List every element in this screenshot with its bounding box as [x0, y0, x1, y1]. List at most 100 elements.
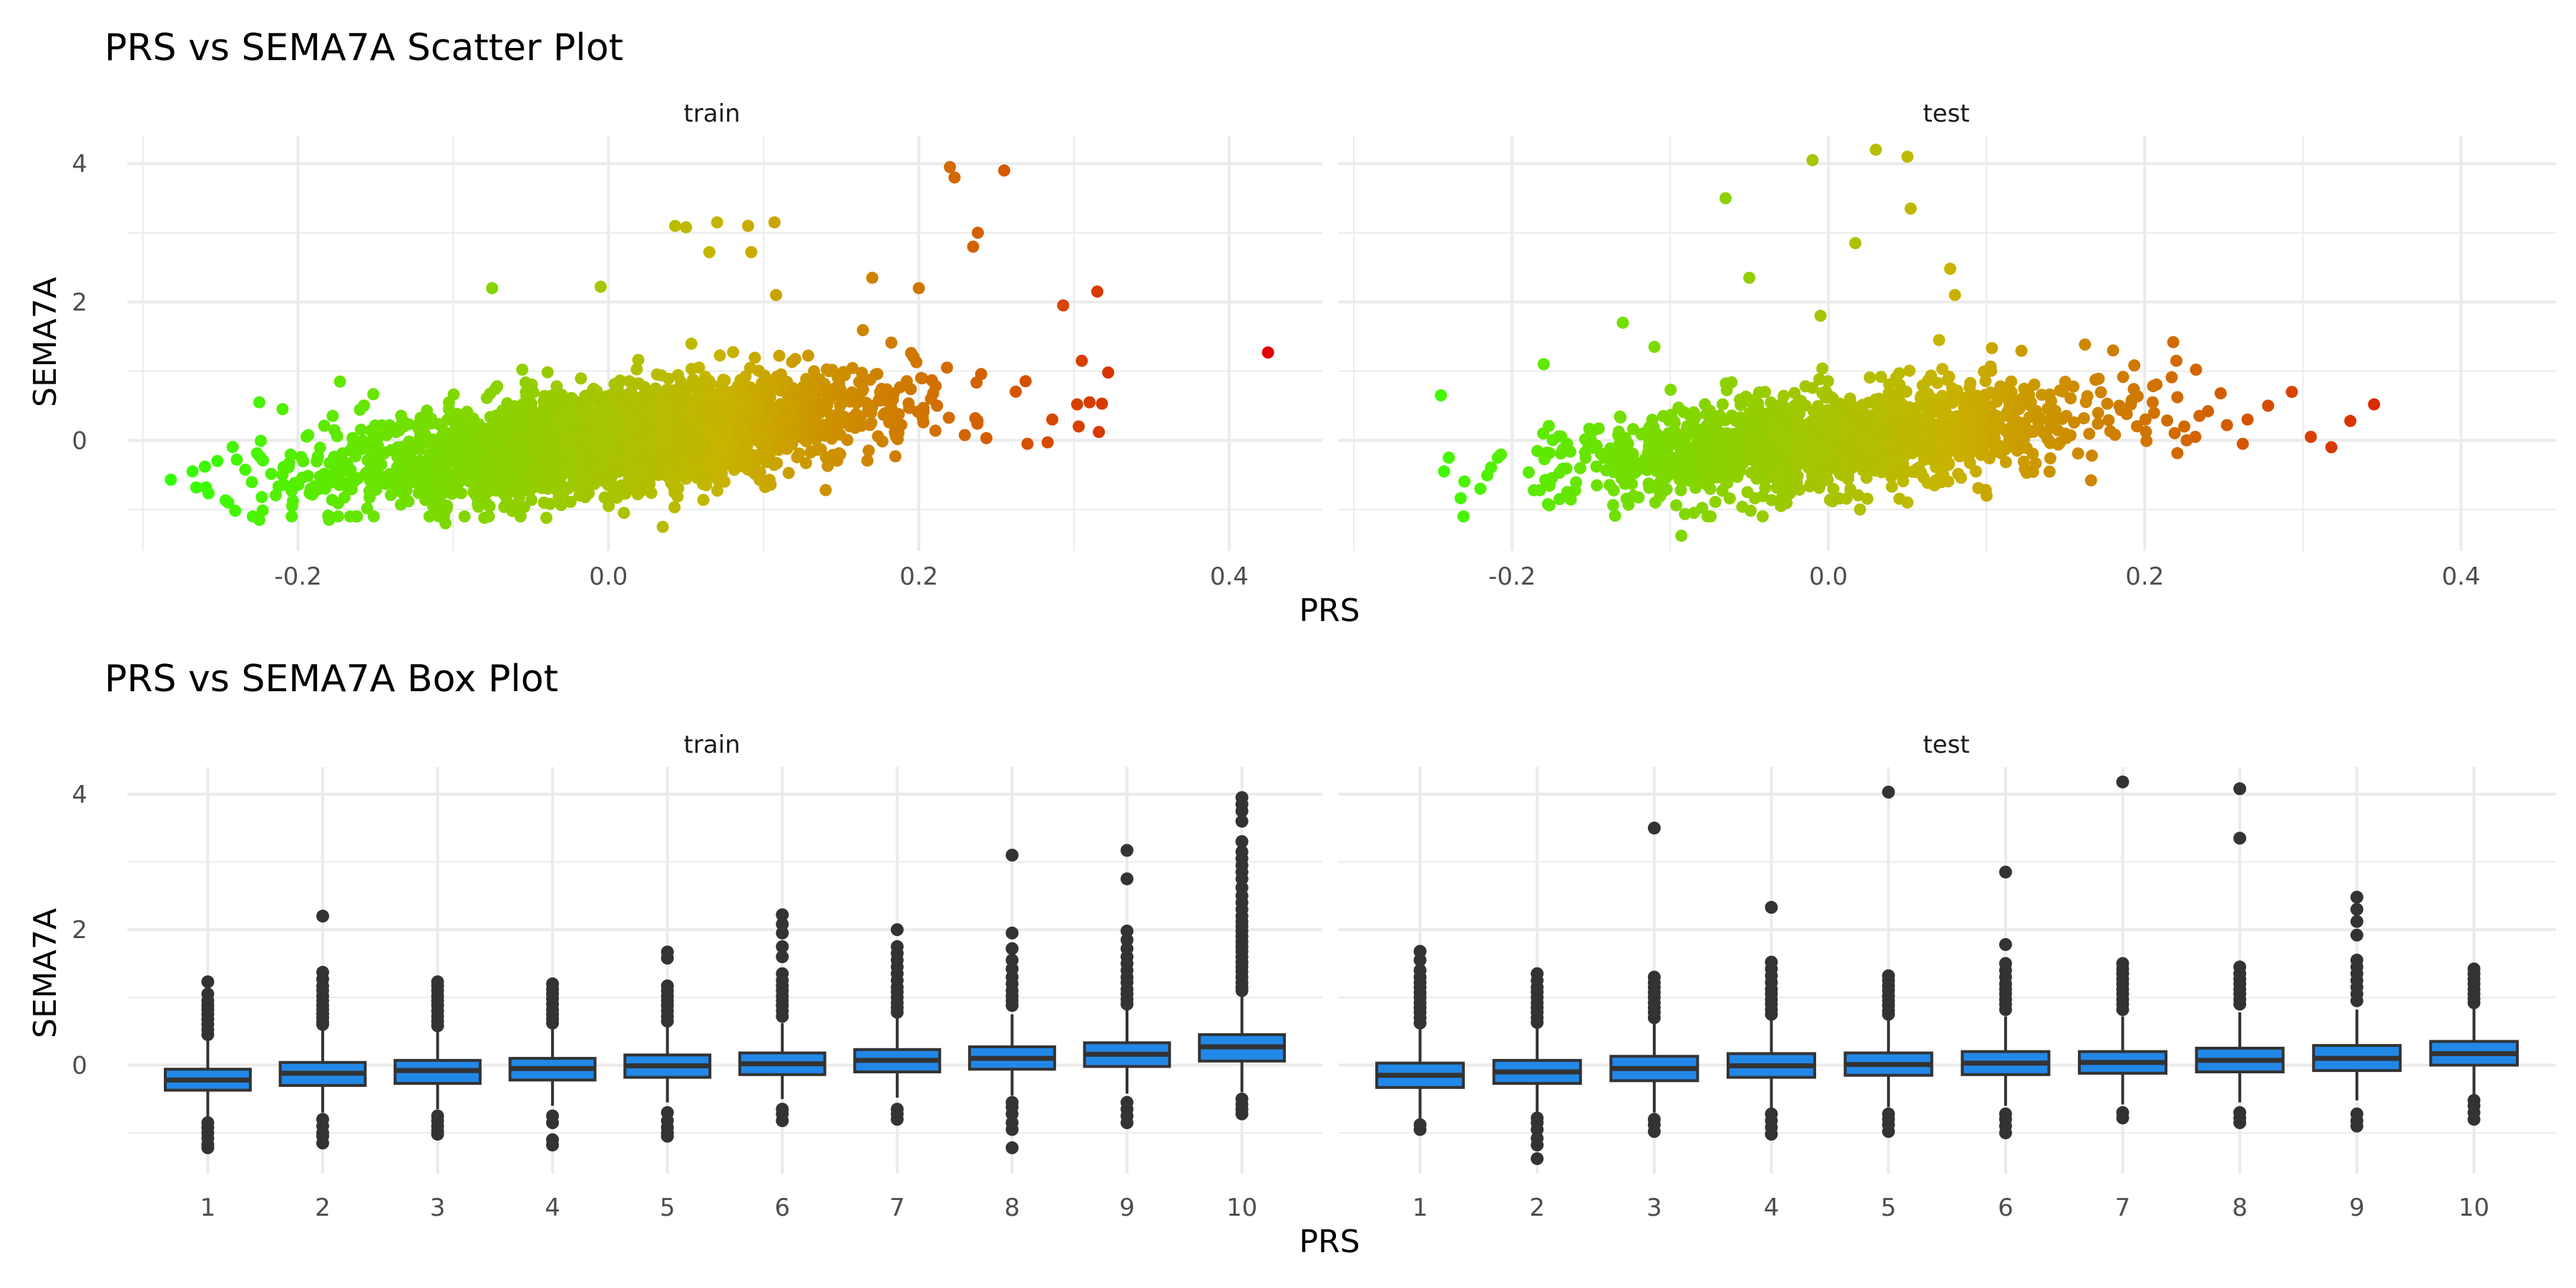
scatter-point	[718, 475, 731, 488]
scatter-point	[1759, 482, 1772, 494]
scatter-point	[1729, 446, 1742, 458]
scatter-point	[1813, 373, 1826, 386]
box-x-axis-title: PRS	[1299, 1224, 1360, 1260]
scatter-point	[1674, 443, 1687, 456]
scatter-point	[198, 460, 211, 473]
box-outlier	[1121, 997, 1134, 1011]
scatter-point	[2054, 384, 2067, 397]
scatter-point	[467, 486, 480, 499]
scatter-point	[2178, 420, 2191, 433]
scatter-point	[1537, 358, 1550, 371]
scatter-point	[1481, 469, 1493, 482]
scatter-point	[1674, 463, 1687, 476]
scatter-point	[302, 429, 315, 441]
scatter-point	[598, 491, 611, 504]
scatter-point	[414, 455, 426, 468]
scatter-point	[596, 447, 609, 459]
scatter-point	[512, 484, 525, 497]
scatter-point	[789, 353, 801, 366]
box-outlier	[1999, 1126, 2012, 1140]
scatter-x-tick-label: 0.4	[1210, 562, 1249, 591]
scatter-point	[483, 499, 496, 512]
scatter-point	[885, 336, 898, 349]
scatter-point	[1896, 415, 1908, 428]
scatter-point	[625, 478, 638, 490]
scatter-point	[1728, 458, 1741, 471]
box-outlier	[1121, 1116, 1134, 1129]
scatter-point	[733, 419, 746, 431]
scatter-point	[502, 416, 515, 429]
scatter-point	[2034, 414, 2047, 426]
scatter-point	[1985, 364, 1998, 377]
scatter-point	[1443, 452, 1455, 464]
scatter-point	[580, 456, 592, 469]
scatter-point	[859, 396, 872, 409]
scatter-point	[2015, 344, 2028, 357]
scatter-point	[2120, 408, 2133, 421]
scatter-point	[2072, 447, 2084, 460]
scatter-point	[541, 366, 554, 379]
scatter-point	[2167, 336, 2180, 348]
scatter-point	[1823, 416, 1835, 429]
scatter-point	[668, 486, 681, 499]
scatter-point	[1883, 378, 1896, 391]
scatter-point	[1999, 456, 2012, 469]
box-y-tick-label: 4	[72, 781, 87, 809]
scatter-point	[912, 282, 925, 295]
scatter-point	[940, 361, 953, 374]
scatter-point	[1616, 316, 1629, 329]
scatter-point	[1648, 443, 1661, 456]
box-outlier	[2350, 1119, 2363, 1133]
scatter-point	[1968, 400, 1981, 412]
scatter-point	[889, 450, 902, 463]
scatter-point	[680, 221, 693, 234]
scatter-point	[447, 448, 460, 461]
scatter-point	[557, 399, 570, 411]
scatter-point	[2101, 397, 2114, 410]
box-panel-test	[1338, 767, 2556, 1174]
box-x-tick-label: 3	[430, 1194, 446, 1222]
scatter-point	[1809, 444, 1822, 457]
scatter-point	[276, 403, 289, 416]
scatter-point	[925, 374, 938, 386]
scatter-point	[2005, 375, 2018, 388]
scatter-point	[461, 406, 474, 418]
scatter-point	[1070, 398, 1083, 411]
box-outlier	[776, 908, 789, 922]
scatter-point	[1760, 414, 1773, 426]
scatter-point	[323, 457, 336, 469]
scatter-point	[1849, 237, 1862, 250]
scatter-point	[532, 468, 545, 481]
scatter-point	[1604, 479, 1616, 492]
scatter-point	[1743, 453, 1756, 466]
box-x-tick-label: 8	[2232, 1194, 2248, 1222]
scatter-point	[256, 504, 269, 517]
scatter-point	[1091, 286, 1103, 298]
box-1	[1375, 945, 1465, 1136]
scatter-point	[2064, 392, 2077, 405]
scatter-point	[1990, 441, 2003, 454]
scatter-point	[1926, 440, 1939, 453]
scatter-point	[1986, 342, 1999, 354]
scatter-point	[255, 491, 268, 504]
scatter-point	[265, 467, 278, 480]
scatter-point	[1963, 457, 1976, 469]
box-x-tick-label: 7	[2115, 1194, 2131, 1222]
scatter-point	[2051, 438, 2064, 451]
scatter-point	[445, 484, 458, 497]
scatter-point	[423, 510, 436, 523]
box-outlier	[1005, 942, 1019, 955]
box-x-tick-label: 3	[1646, 1194, 1662, 1222]
scatter-point	[165, 473, 177, 486]
scatter-point	[286, 510, 298, 523]
scatter-point	[691, 380, 703, 393]
scatter-point	[1767, 435, 1780, 448]
scatter-point	[623, 375, 635, 388]
box-2	[1492, 967, 1582, 1166]
scatter-facet-label-test: test	[1923, 99, 1969, 128]
scatter-point	[394, 477, 407, 489]
scatter-point	[318, 419, 331, 432]
scatter-point	[1019, 375, 1032, 388]
scatter-point	[1827, 482, 1840, 495]
